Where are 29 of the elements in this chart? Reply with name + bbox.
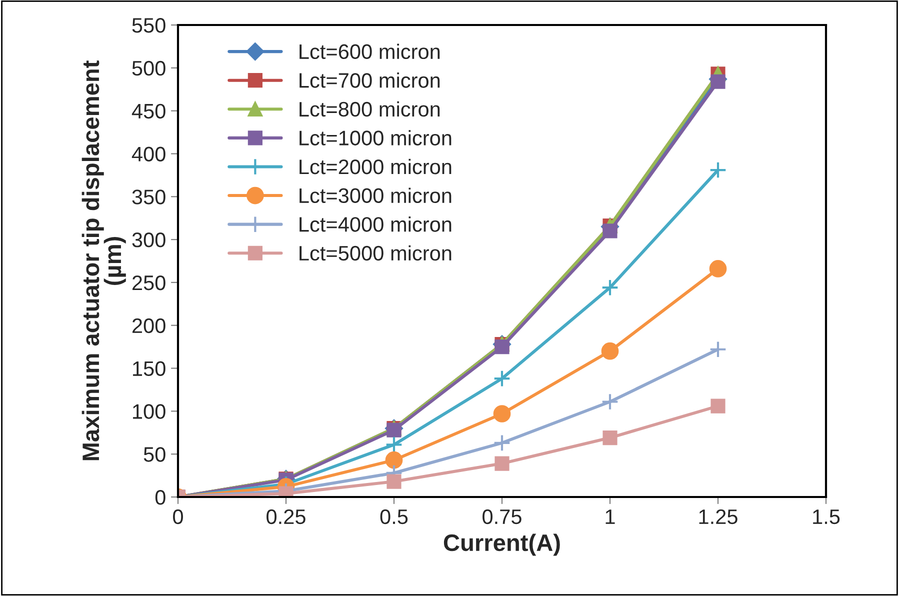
legend-label: Lct=3000 micron — [300, 188, 452, 204]
y-axis-title: Maximum actuator tip displacement (µm) — [82, 60, 126, 460]
y-tick-label: 450 — [132, 104, 166, 119]
y-tick-label: 0 — [155, 490, 166, 505]
y-tick-label: 350 — [132, 190, 166, 204]
legend-label: Lct=700 micron — [300, 72, 440, 88]
x-axis-title: Current(A) — [444, 534, 560, 556]
legend-label: Lct=600 micron — [300, 44, 440, 60]
x-tick-label: 0 — [173, 509, 183, 524]
legend-label: Lct=5000 micron — [300, 245, 452, 261]
y-tick-label: 100 — [133, 404, 166, 419]
legend-label: Lct=1000 micron — [300, 130, 452, 146]
x-tick-label: 1.25 — [699, 509, 738, 524]
legend-label: Lct=4000 micron — [300, 216, 452, 232]
y-tick-label: 500 — [132, 60, 166, 76]
x-tick-label: 0.5 — [380, 509, 408, 524]
legend-label: Lct=2000 micron — [300, 158, 452, 174]
x-tick-label: 0.75 — [482, 509, 522, 524]
y-tick-label: 250 — [132, 275, 166, 290]
y-tick-label: 50 — [144, 447, 166, 462]
x-tick-label: 1 — [606, 510, 615, 524]
y-tick-label: 150 — [133, 361, 166, 376]
legend-label: Lct=800 micron — [300, 101, 440, 117]
y-tick-label: 550 — [132, 18, 166, 33]
y-tick-label: 200 — [132, 318, 166, 334]
x-tick-label: 1.5 — [813, 510, 840, 524]
x-tick-label: 0.25 — [266, 509, 306, 524]
y-tick-label: 300 — [132, 232, 166, 248]
y-tick-label: 400 — [132, 146, 166, 162]
